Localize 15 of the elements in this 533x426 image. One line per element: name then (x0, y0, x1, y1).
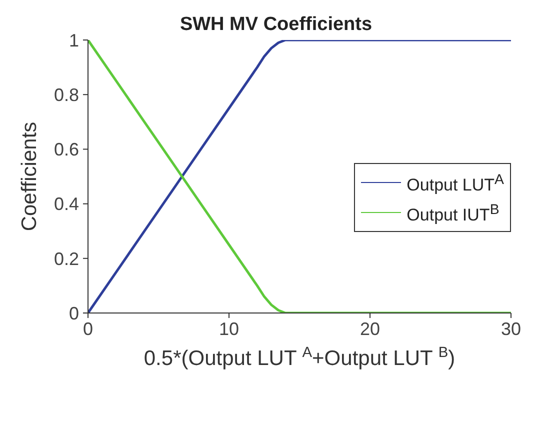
y-tick-label: 0.8 (54, 84, 79, 105)
y-axis-title: Coefficients (18, 122, 41, 232)
y-tick-label: 0.4 (54, 194, 79, 214)
y-tick-label: 0.2 (54, 248, 79, 269)
legend-label: Output IUT$^{B}$ (406, 200, 500, 226)
legend-label: Output LUT$^{A}$ (406, 171, 504, 197)
x-axis-title: 0.5*(Output LUT $^{A}$+Output LUT $^{B}$) (144, 345, 456, 370)
x-tick-label: 0 (82, 318, 94, 339)
y-tick-label: 0 (68, 303, 79, 324)
chart-title: SWH MV Coefficients (180, 14, 372, 35)
x-tick-label: 30 (500, 318, 522, 339)
x-tick-label: 20 (360, 318, 380, 339)
y-tick-label: 1 (68, 30, 79, 50)
y-tick-label: 0.6 (54, 140, 79, 160)
x-tick-label: 10 (218, 318, 240, 339)
